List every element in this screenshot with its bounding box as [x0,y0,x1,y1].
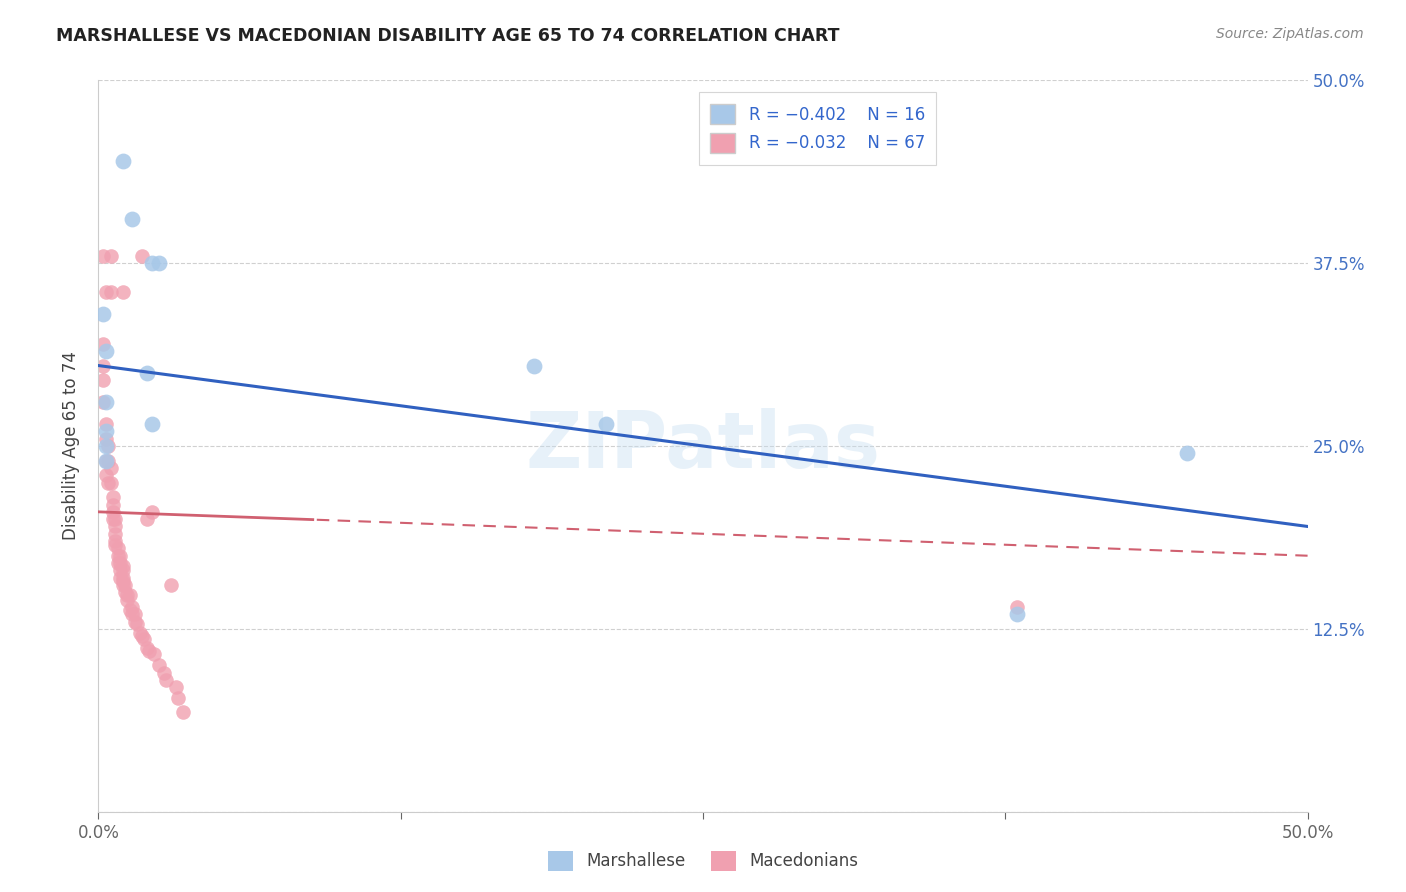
Point [155,673,177,687]
Point [121,607,143,622]
Point [138,644,160,658]
Point [111,153,134,168]
Point [114,578,136,592]
Point [104,526,127,541]
Point [124,607,146,622]
Point [124,615,146,629]
Point [101,490,124,504]
Point [118,603,141,617]
Point [118,588,141,602]
Point [148,658,170,673]
Legend: Marshallese, Macedonians: Marshallese, Macedonians [540,842,866,880]
Point [91,336,114,351]
Point [111,574,134,588]
Point [135,640,157,655]
Legend: R = −0.402    N = 16, R = −0.032    N = 67: R = −0.402 N = 16, R = −0.032 N = 67 [699,92,936,165]
Point [94,417,117,431]
Point [167,690,190,705]
Point [101,512,124,526]
Point [135,512,157,526]
Point [91,249,114,263]
Point [111,285,134,300]
Point [108,549,131,563]
Point [107,556,129,570]
Point [108,563,131,577]
Point [97,439,120,453]
Point [104,519,127,533]
Point [121,599,143,614]
Point [94,343,117,358]
Point [108,556,131,570]
Point [94,285,117,300]
Point [117,592,139,607]
Point [160,578,183,592]
Point [127,617,149,632]
Point [94,395,117,409]
Point [104,539,127,553]
Text: MARSHALLESE VS MACEDONIAN DISABILITY AGE 65 TO 74 CORRELATION CHART: MARSHALLESE VS MACEDONIAN DISABILITY AGE… [56,27,839,45]
Point [94,432,117,446]
Point [165,681,187,695]
Point [104,534,127,549]
Y-axis label: Disability Age 65 to 74: Disability Age 65 to 74 [62,351,80,541]
Point [523,359,546,373]
Point [100,461,122,475]
Point [152,665,174,680]
Point [94,468,117,483]
Point [91,307,114,321]
Point [1007,599,1029,614]
Point [172,705,194,719]
Point [97,453,120,467]
Point [117,588,139,602]
Text: Source: ZipAtlas.com: Source: ZipAtlas.com [1216,27,1364,41]
Point [101,505,124,519]
Point [94,425,117,439]
Point [143,647,166,661]
Point [94,453,117,467]
Point [141,417,163,431]
Point [121,212,143,227]
Point [100,249,122,263]
Point [141,256,163,270]
Point [114,585,136,599]
Point [107,549,129,563]
Point [131,249,153,263]
Point [595,417,617,431]
Point [101,498,124,512]
Point [100,475,122,490]
Point [111,558,134,573]
Point [94,439,117,453]
Point [111,571,134,585]
Point [91,373,114,387]
Point [1175,446,1198,460]
Point [131,629,153,643]
Point [91,395,114,409]
Point [97,475,120,490]
Point [100,285,122,300]
Point [104,512,127,526]
Point [1007,607,1029,622]
Text: ZIPatlas: ZIPatlas [526,408,880,484]
Point [148,256,170,270]
Point [135,366,157,380]
Point [107,541,129,556]
Point [128,626,150,640]
Point [91,359,114,373]
Point [108,571,131,585]
Point [134,632,156,646]
Point [141,505,163,519]
Point [111,578,134,592]
Point [111,563,134,577]
Point [94,453,117,467]
